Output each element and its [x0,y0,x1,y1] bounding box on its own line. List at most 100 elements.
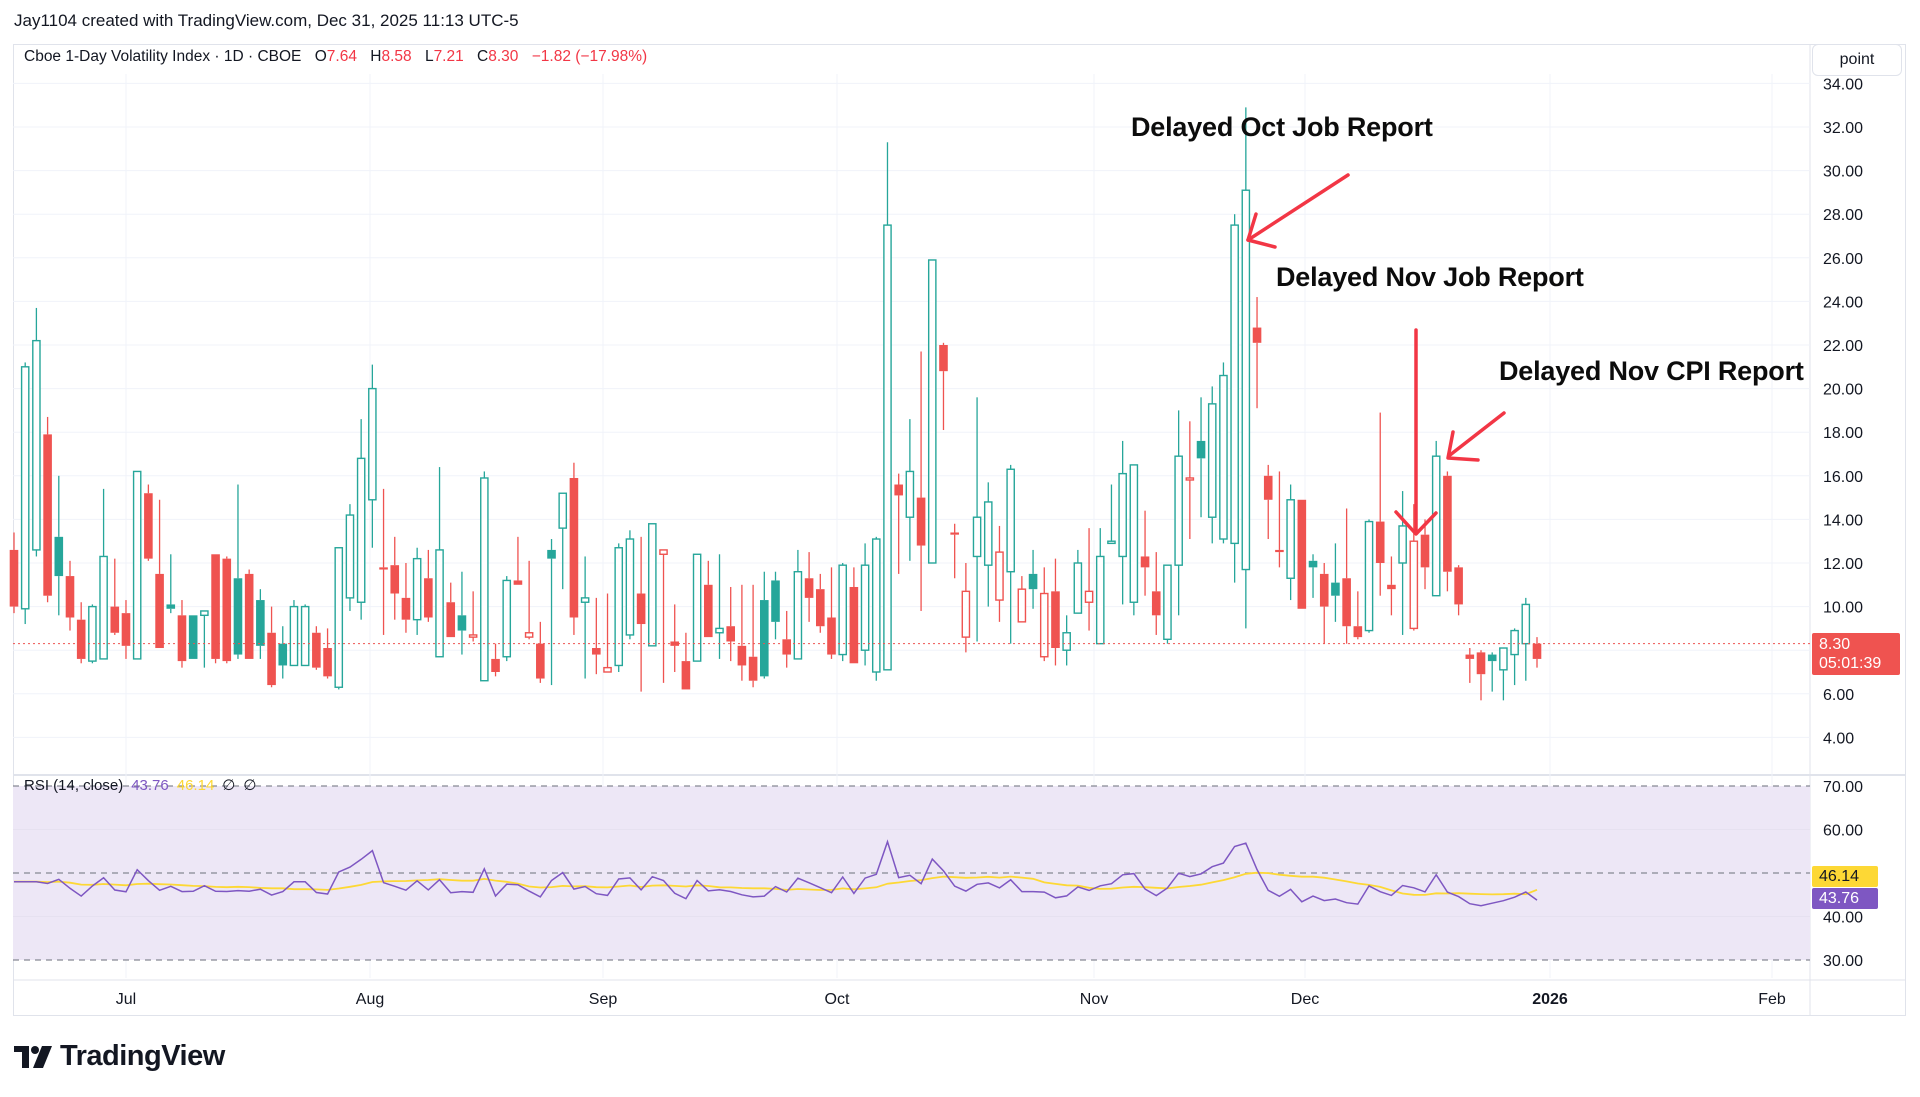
candle [558,492,568,529]
candle [144,493,153,559]
price-tick-label: 4.00 [1823,730,1854,747]
price-tick-label: 14.00 [1823,512,1863,529]
close-value: 8.30 [488,48,519,65]
candle [424,578,433,618]
candle [65,576,75,618]
time-axis-label: Dec [1291,991,1319,1008]
price-unit-button[interactable]: point [1812,44,1902,76]
candle [1196,440,1206,459]
close-label: C [477,48,489,65]
candle [200,610,209,617]
rsi-ma-value: 46.14 [176,777,215,794]
candle [1241,189,1251,571]
candle [1387,584,1396,590]
candle [659,549,668,555]
candle [681,661,691,690]
candle [1398,525,1407,564]
candle [446,602,456,638]
candle [88,605,97,662]
candle [603,666,612,673]
candle [132,470,142,660]
candle [939,345,948,372]
low-value: 7.21 [433,48,464,65]
candle [1420,534,1430,568]
candle [569,477,579,618]
annotation-label[interactable]: Delayed Nov Job Report [1276,262,1584,292]
candle [166,604,176,609]
rsi-line [14,839,1538,907]
candles [9,107,1542,701]
candle [491,658,500,672]
candle [1443,475,1452,572]
candle [883,224,892,671]
candle [905,470,915,518]
candle [233,578,243,655]
rsi-tick-label: 70.00 [1823,779,1863,796]
rsi-legend[interactable]: RSI (14, close) 43.76 46.14 ∅ ∅ [24,776,256,794]
candle [401,597,411,620]
candle [412,557,422,621]
price-tick-label: 32.00 [1823,120,1863,137]
candle [1219,374,1228,540]
symbol-legend[interactable]: Cboe 1-Day Volatility Index · 1D · CBOE … [24,48,647,66]
price-tick-label: 20.00 [1823,382,1863,399]
bar-countdown: 05:01:39 [1819,654,1882,672]
candle [256,600,265,646]
candle [502,579,512,658]
candle [838,564,847,656]
price-tick-label: 30.00 [1823,164,1863,181]
high-value: 8.58 [381,48,412,65]
candle [177,615,187,662]
candle [704,584,713,638]
candle [379,567,388,570]
candle [871,538,881,673]
candle [312,632,321,668]
candle [9,549,19,607]
candle [32,339,41,551]
candle [1476,652,1486,675]
candle [1275,549,1284,553]
candle [267,632,276,686]
rsi-title: RSI (14, close) [24,777,124,794]
candle [323,648,332,677]
candle [155,573,164,649]
low-label: L [424,48,434,65]
candle [614,547,624,667]
last-price-tag: 8.30 05:01:39 [1812,632,1900,675]
tradingview-logo[interactable]: TradingView [14,1040,225,1073]
rsi-ma-line [14,871,1538,896]
time-axis-label: Aug [356,991,384,1008]
candle [782,639,791,655]
na-value-1: ∅ [222,777,236,794]
candle [1039,592,1049,658]
time-axis-label: Feb [1758,991,1786,1008]
annotation-label[interactable]: Delayed Nov CPI Report [1499,356,1804,386]
candle [289,605,299,667]
candle [334,547,344,688]
candle [480,477,489,682]
candle [748,656,758,681]
candle [983,501,993,566]
candle [222,558,232,662]
candle [648,523,657,647]
candle [1062,632,1071,651]
change-value: −1.82 (−17.98%) [531,48,648,65]
candle [894,484,903,496]
candle [995,551,1004,601]
annotation-arrows [1246,173,1506,536]
candle [1151,591,1161,616]
candle [1375,521,1385,563]
candle [1051,591,1060,649]
open-value: 7.64 [326,48,357,65]
candle [468,634,478,638]
candle [804,578,814,598]
last-price-value: 8.30 [1819,635,1851,653]
candle [1487,654,1497,662]
na-value-2: ∅ [243,777,257,794]
symbol-name: Cboe 1-Day Volatility Index · 1D · CBOE [24,48,302,65]
candle [636,593,646,625]
rsi-tick-label: 40.00 [1823,910,1863,927]
time-axis-label: Nov [1080,991,1108,1008]
annotation-label[interactable]: Delayed Oct Job Report [1131,112,1433,142]
